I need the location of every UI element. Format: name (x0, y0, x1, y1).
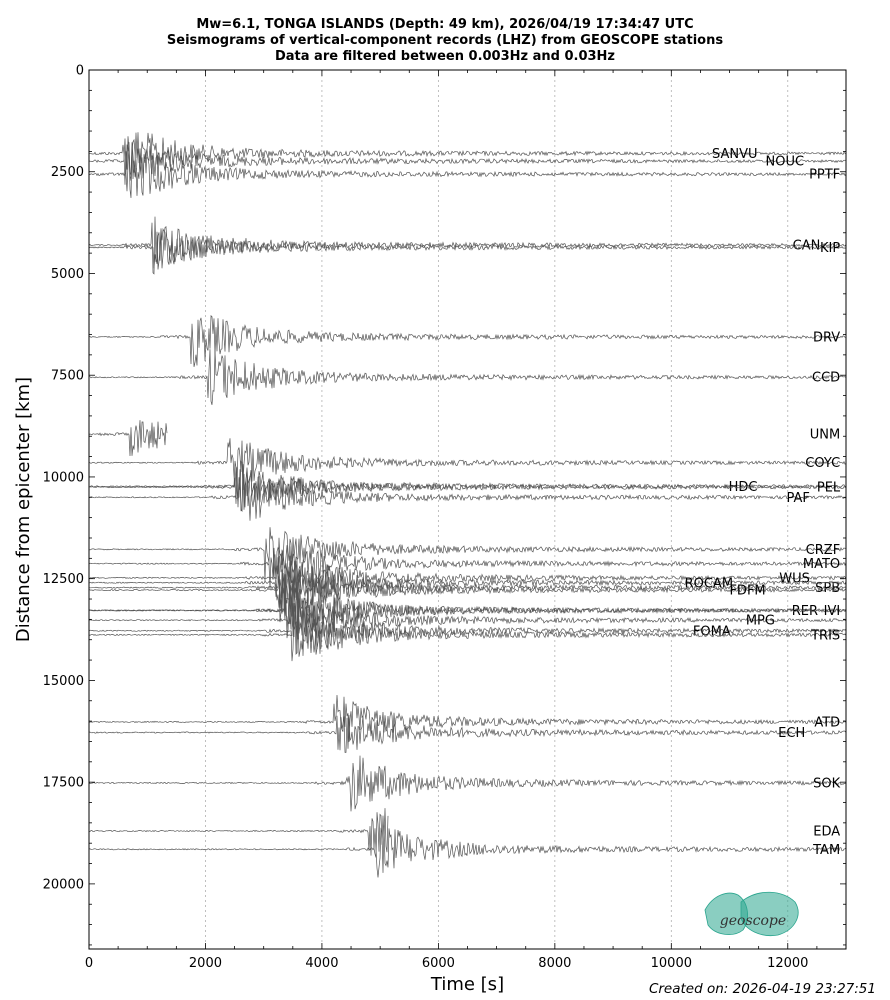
y-tick-label: 0 (76, 64, 84, 79)
station-label-ech: ECH (778, 726, 805, 741)
station-label-tam: TAM (812, 843, 840, 858)
logo-globe-right (740, 891, 799, 937)
seismogram-trace-crzf (88, 527, 847, 583)
seismogram-trace-rocam (88, 557, 847, 612)
chart-title-line-3: Data are filtered between 0.003Hz and 0.… (274, 49, 616, 64)
station-label-can: CAN (793, 238, 821, 253)
x-tick-label: 6000 (422, 956, 455, 971)
logo-text: geoscope (720, 913, 786, 929)
seismogram-trace-kip (88, 227, 847, 270)
seismogram-trace-tris (88, 602, 847, 657)
x-axis-label: Time [s] (430, 974, 504, 995)
seismogram-trace-paf (88, 469, 847, 521)
station-label-spb: SPB (815, 581, 840, 596)
seismogram-trace-spb (89, 564, 847, 622)
station-label-mato: MATO (803, 557, 840, 572)
station-label-pptf: PPTF (809, 168, 840, 183)
station-label-sok: SOK (813, 776, 840, 791)
seismogram-trace-unm (88, 420, 168, 457)
station-label-kip: KIP (820, 241, 840, 256)
x-tick-label: 4000 (305, 956, 338, 971)
seismogram-trace-wus (88, 555, 847, 608)
seismogram-trace-tam (88, 825, 847, 878)
x-tick-label: 0 (85, 956, 93, 971)
x-tick-label: 12000 (767, 956, 808, 971)
station-label-rocam: ROCAM (685, 576, 733, 591)
y-tick-label: 12500 (43, 572, 84, 587)
station-label-hdc: HDC (729, 480, 758, 495)
seismogram-trace-ivi (88, 578, 847, 640)
station-label-paf: PAF (787, 491, 810, 506)
y-tick-label: 7500 (51, 369, 84, 384)
seismogram-trace-mato (88, 545, 847, 590)
seismogram-trace-ech (88, 715, 847, 753)
geoscope-logo: geoscope (704, 891, 799, 937)
seismogram-trace-sanvu (88, 132, 847, 185)
station-label-wus: WUS (779, 571, 810, 586)
seismogram-trace-sok (88, 755, 847, 812)
station-label-coyc: COYC (805, 456, 840, 471)
y-tick-label: 2500 (51, 165, 84, 180)
x-tick-label: 2000 (189, 956, 222, 971)
station-label-eda: EDA (813, 824, 840, 839)
seismogram-trace-can (88, 216, 847, 275)
y-tick-label: 20000 (43, 877, 84, 892)
station-label-unm: UNM (810, 428, 840, 443)
seismogram-trace-foma (88, 603, 847, 662)
seismogram-trace-coyc (88, 438, 847, 488)
station-label-rer: RER (792, 604, 818, 619)
seismogram-trace-atd (88, 694, 847, 743)
station-label-nouc: NOUC (766, 155, 805, 170)
seismogram-trace-fdfm (88, 555, 847, 621)
station-label-fdfm: FDFM (729, 584, 765, 599)
y-tick-label: 17500 (43, 776, 84, 791)
seismogram-trace-nouc (88, 138, 847, 181)
seismogram-trace-eda (88, 808, 389, 858)
seismogram-trace-mpg (88, 590, 847, 640)
y-tick-label: 15000 (43, 674, 84, 689)
chart-title-line-1: Mw=6.1, TONGA ISLANDS (Depth: 49 km), 20… (196, 17, 694, 32)
chart-title-block: Mw=6.1, TONGA ISLANDS (Depth: 49 km), 20… (0, 17, 890, 65)
station-label-sanvu: SANVU (712, 147, 758, 162)
chart-title-line-2: Seismograms of vertical-component record… (166, 33, 724, 48)
station-label-mpg: MPG (746, 614, 775, 629)
station-label-crzf: CRZF (806, 543, 841, 558)
station-label-foma: FOMA (693, 624, 731, 639)
y-tick-label: 5000 (51, 267, 84, 282)
seismogram-trace-pptf (88, 145, 847, 198)
x-tick-label: 8000 (538, 956, 571, 971)
y-tick-label: 10000 (43, 470, 84, 485)
plot-frame (88, 69, 847, 950)
station-label-ivi: IVI (824, 604, 841, 619)
x-tick-label: 10000 (651, 956, 692, 971)
seismogram-trace-pel (88, 460, 847, 512)
station-label-atd: ATD (814, 715, 840, 730)
seismogram-trace-drv (88, 315, 847, 367)
y-axis-label: Distance from epicenter [km] (13, 377, 34, 642)
station-label-pel: PEL (817, 481, 841, 496)
seismogram-trace-ccd (89, 349, 847, 405)
station-label-drv: DRV (813, 330, 840, 345)
station-label-tris: TRIS (810, 628, 840, 643)
created-on-footer: Created on: 2026-04-19 23:27:51 (648, 981, 876, 997)
station-label-ccd: CCD (812, 371, 840, 386)
